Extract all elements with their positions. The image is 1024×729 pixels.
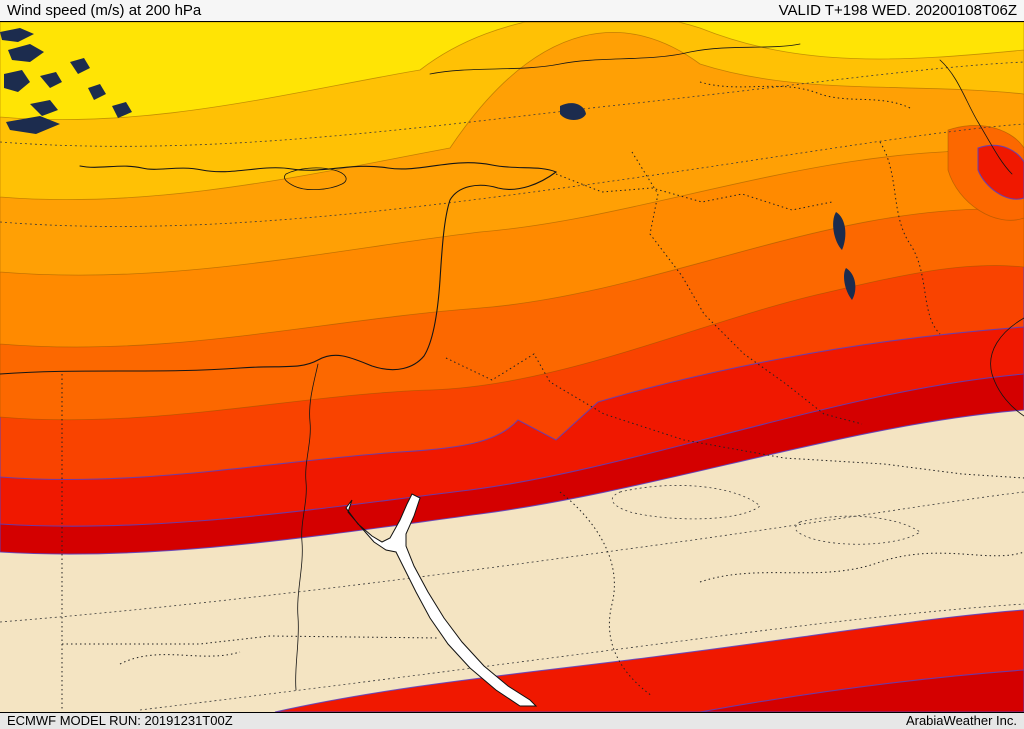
aegean-islands-group [0, 28, 132, 134]
aegean-island [4, 70, 30, 92]
contour-dotted [139, 603, 1024, 711]
lake-van [560, 103, 586, 120]
contour-dotted-loop [611, 485, 761, 520]
model-run-label: ECMWF MODEL RUN: 20191231T00Z [7, 713, 233, 728]
aegean-island [112, 102, 132, 118]
band-south-red-stripe [274, 609, 1024, 712]
valid-time-label: VALID T+198 WED. 20200108T06Z [778, 2, 1017, 19]
river-nile [295, 363, 319, 691]
border-sudan-interior [119, 651, 241, 665]
lake-urmia [833, 212, 846, 250]
aegean-island [70, 58, 90, 74]
map-header: Wind speed (m/s) at 200 hPa VALID T+198 … [0, 0, 1024, 22]
map-footer: ECMWF MODEL RUN: 20191231T00Z ArabiaWeat… [0, 712, 1024, 729]
coastline-eastern-mediterranean [0, 162, 558, 375]
aegean-island [0, 28, 34, 42]
red-sea [345, 493, 538, 707]
coastline-cyprus [284, 167, 347, 190]
band-yellow [0, 22, 1024, 121]
border-egypt-saudi-south [559, 491, 653, 697]
border-saudi-interior [699, 551, 1024, 583]
wind-speed-map [0, 22, 1024, 712]
border-egypt-sudan [62, 635, 439, 645]
aegean-island [40, 72, 62, 88]
map-canvas [0, 22, 1024, 712]
contour-dotted [0, 491, 1024, 623]
island-crete [6, 116, 60, 134]
brand-label: ArabiaWeather Inc. [905, 713, 1017, 728]
aegean-island [8, 44, 44, 62]
contour-dotted [0, 123, 1024, 227]
contour-dotted [0, 61, 1024, 147]
band-south-red-dark-corner [699, 669, 1024, 712]
coastline-black-sea [429, 43, 801, 75]
lake-urmia-south [844, 268, 856, 300]
coastline-caspian [939, 59, 1013, 175]
page-title: Wind speed (m/s) at 200 hPa [7, 2, 202, 19]
aegean-island [30, 100, 58, 116]
coastline-persian-gulf [990, 317, 1024, 417]
aegean-island [88, 84, 106, 100]
